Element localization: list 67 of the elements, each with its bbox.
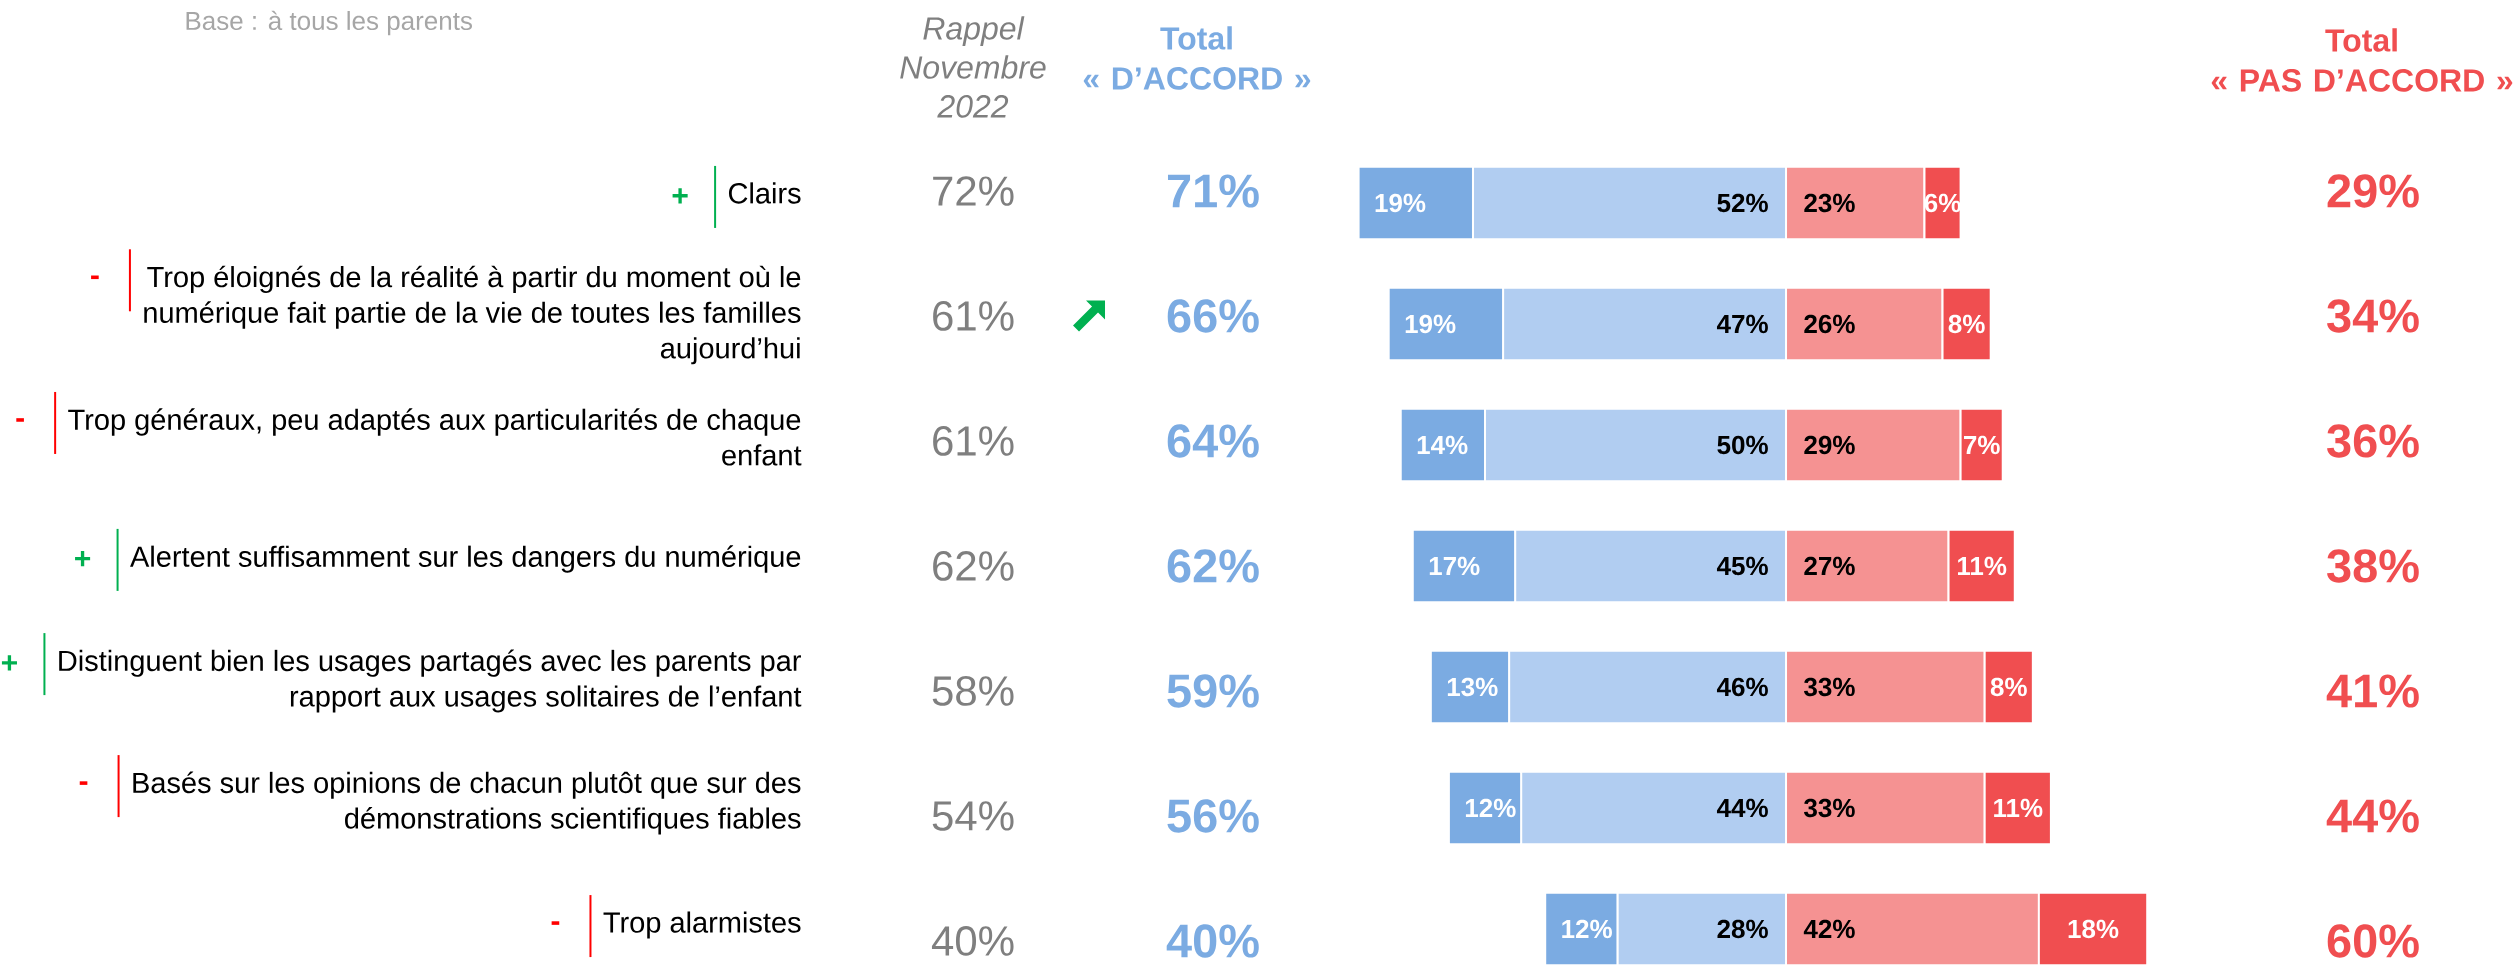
y-tick-label: Trop éloignés de la réalité à partir du moment où le numérique fait partie de la vie de toutes les familles aujourd’hui bbox=[144, 265, 801, 365]
data-label: 8% bbox=[1990, 677, 2027, 697]
text: 58% bbox=[932, 676, 1014, 706]
y-tick-label: Alertent suffisamment sur les dangers du numérique bbox=[130, 545, 801, 573]
data-label: 7% bbox=[1964, 435, 2000, 455]
text: + bbox=[672, 188, 688, 204]
text: 60% bbox=[2327, 924, 2419, 958]
text: 66% bbox=[1167, 299, 1259, 333]
text: 54% bbox=[932, 801, 1014, 831]
data-label: 17% bbox=[1429, 556, 1480, 576]
text: - bbox=[16, 418, 24, 422]
text: 62% bbox=[933, 551, 1014, 581]
data-label: 12% bbox=[1562, 919, 1612, 939]
text: Base : à tous les parents bbox=[186, 10, 473, 36]
y-tick-label: Trop généraux, peu adaptés aux particularités de chaque enfant bbox=[68, 408, 802, 466]
data-label: 33% bbox=[1804, 798, 1855, 818]
data-label: 45% bbox=[1716, 556, 1768, 576]
text: 44% bbox=[2326, 799, 2419, 833]
data-label: 23% bbox=[1804, 193, 1855, 213]
text: - bbox=[79, 781, 88, 785]
data-label: 11% bbox=[1994, 798, 2043, 818]
data-label: 29% bbox=[1804, 435, 1855, 455]
text: 29% bbox=[2327, 174, 2419, 208]
data-label: 19% bbox=[1375, 193, 1426, 213]
data-label: 50% bbox=[1717, 435, 1768, 455]
y-tick-label: Clairs bbox=[728, 182, 801, 204]
data-label: 19% bbox=[1405, 314, 1456, 334]
text: 61% bbox=[933, 301, 1014, 331]
data-label: 27% bbox=[1804, 556, 1855, 576]
data-label: 44% bbox=[1716, 798, 1768, 818]
data-label: 47% bbox=[1716, 314, 1768, 334]
text: Total « D’ACCORD » bbox=[1083, 26, 1311, 90]
data-label: 12% bbox=[1465, 798, 1516, 818]
data-label: 14% bbox=[1417, 435, 1468, 455]
text: - bbox=[91, 275, 99, 280]
text: 62% bbox=[1167, 549, 1259, 583]
text: 41% bbox=[2326, 674, 2419, 708]
text: 40% bbox=[1166, 924, 1259, 958]
data-label: 11% bbox=[1958, 556, 2007, 576]
text: 34% bbox=[2327, 299, 2419, 333]
text: + bbox=[75, 551, 91, 567]
text: Rappel Novembre 2022 bbox=[900, 16, 1046, 118]
data-label: 33% bbox=[1804, 677, 1855, 697]
y-tick-label: Distinguent bien les usages partagés avec les parents par rapport aux usages solitaires de l’enfant bbox=[59, 649, 802, 713]
text: 61% bbox=[933, 426, 1014, 456]
data-label: 13% bbox=[1447, 677, 1498, 697]
text: 56% bbox=[1167, 799, 1259, 833]
data-label: 18% bbox=[2068, 919, 2119, 939]
text: + bbox=[1, 655, 17, 671]
data-label: 42% bbox=[1803, 919, 1855, 939]
text: 64% bbox=[1167, 424, 1259, 458]
text: 59% bbox=[1167, 674, 1259, 708]
data-label: 26% bbox=[1804, 314, 1855, 334]
y-tick-label: Basés sur les opinions de chacun plutôt que sur des démonstrations scientifiques fiables bbox=[133, 771, 801, 835]
text: 40% bbox=[931, 926, 1014, 956]
data-label: 52% bbox=[1717, 193, 1768, 213]
data-label: 8% bbox=[1948, 314, 1985, 334]
text: - bbox=[551, 921, 560, 925]
data-label: 46% bbox=[1716, 677, 1768, 697]
text: 71% bbox=[1167, 174, 1259, 208]
data-label: 6% bbox=[1924, 193, 1961, 213]
text: 38% bbox=[2327, 549, 2419, 583]
data-label: 28% bbox=[1717, 919, 1768, 939]
text: 36% bbox=[2327, 424, 2419, 458]
text: 72% bbox=[933, 176, 1014, 206]
y-tick-label: Trop alarmistes bbox=[603, 911, 801, 939]
text: Total « PAS D’ACCORD » bbox=[2211, 28, 2513, 92]
